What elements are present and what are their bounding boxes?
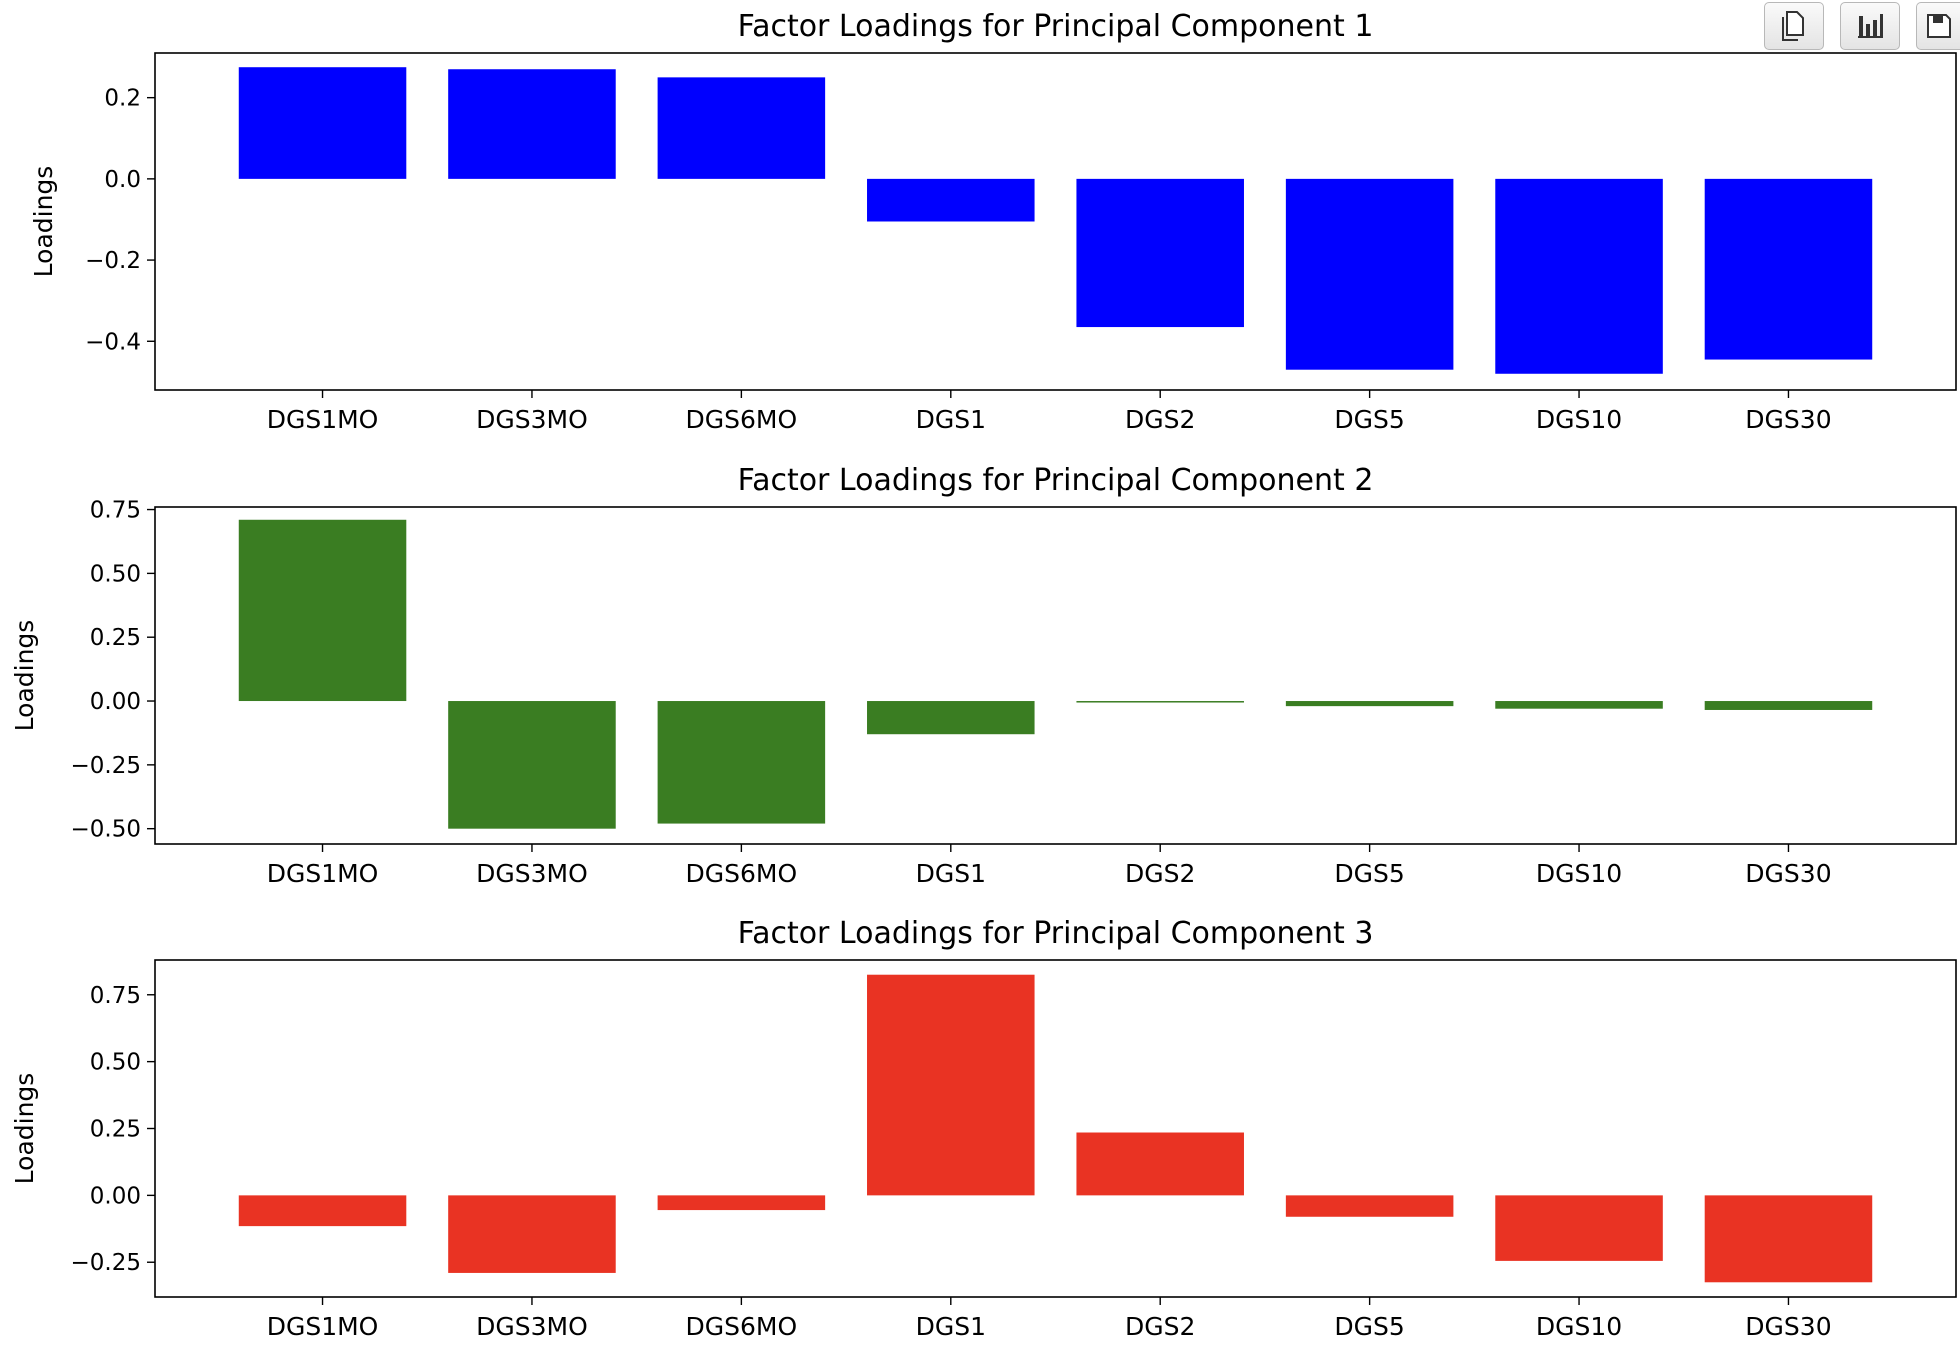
bar-pc1-dgs10: [1495, 178, 1663, 374]
bar-pc3-dgs1: [867, 974, 1035, 1196]
bar-pc3-dgs2: [1076, 1132, 1244, 1196]
bar-pc1-dgs30: [1704, 178, 1873, 360]
ylabel-pc1: Loadings: [29, 166, 58, 278]
ylabel-pc3: Loadings: [10, 1073, 39, 1185]
xtick-label-pc2-dgs1: DGS1: [916, 859, 986, 888]
bar-pc3-dgs10: [1495, 1195, 1663, 1261]
bar-pc2-dgs2: [1076, 701, 1244, 703]
bar-pc2-dgs5: [1285, 701, 1454, 707]
xtick-label-pc3-dgs30: DGS30: [1745, 1312, 1831, 1341]
ytick-label-pc1: 0.0: [104, 167, 141, 193]
xtick-label-pc3-dgs5: DGS5: [1334, 1312, 1404, 1341]
xtick-label-pc2-dgs10: DGS10: [1536, 859, 1622, 888]
ytick-label-pc3: 0.75: [90, 983, 141, 1009]
xtick-label-pc2-dgs30: DGS30: [1745, 859, 1831, 888]
save-icon: [1926, 14, 1951, 38]
xtick-label-pc2-dgs6mo: DGS6MO: [686, 859, 798, 888]
bar-pc2-dgs6mo: [657, 701, 826, 824]
xtick-label-pc3-dgs3mo: DGS3MO: [476, 1312, 588, 1341]
ytick-label-pc1: −0.4: [85, 329, 141, 355]
bar-pc3-dgs30: [1704, 1195, 1873, 1283]
xtick-label-pc2-dgs1mo: DGS1MO: [267, 859, 379, 888]
xtick-label-pc1-dgs6mo: DGS6MO: [686, 405, 798, 434]
ytick-label-pc3: 0.50: [90, 1050, 141, 1076]
bar-pc1-dgs2: [1076, 178, 1244, 328]
copy-button[interactable]: [1764, 2, 1824, 50]
bar-chart-button[interactable]: [1840, 2, 1900, 50]
xtick-label-pc2-dgs2: DGS2: [1125, 859, 1195, 888]
xtick-label-pc1-dgs10: DGS10: [1536, 405, 1622, 434]
ytick-label-pc1: −0.2: [85, 248, 141, 274]
bar-pc1-dgs6mo: [657, 77, 826, 179]
xtick-label-pc1-dgs2: DGS2: [1125, 405, 1195, 434]
ytick-label-pc2: 0.50: [90, 561, 141, 587]
chart-title-pc3: Factor Loadings for Principal Component …: [738, 916, 1374, 951]
bar-pc2-dgs1mo: [238, 519, 407, 702]
copy-icon: [1782, 11, 1804, 41]
bar-pc2-dgs3mo: [448, 701, 616, 829]
xtick-label-pc1-dgs5: DGS5: [1334, 405, 1404, 434]
ytick-label-pc2: 0.25: [90, 625, 141, 651]
xtick-label-pc3-dgs1: DGS1: [916, 1312, 986, 1341]
bar-pc3-dgs6mo: [657, 1195, 826, 1211]
bar-chart-icon: [1858, 14, 1883, 38]
axes-frame-pc3: [154, 959, 1957, 1298]
ytick-label-pc2: −0.50: [71, 817, 141, 843]
ytick-label-pc3: 0.25: [90, 1117, 141, 1143]
xtick-label-pc1-dgs3mo: DGS3MO: [476, 405, 588, 434]
ytick-label-pc3: −0.25: [71, 1250, 141, 1276]
bar-pc1-dgs1: [867, 178, 1035, 222]
xtick-label-pc3-dgs1mo: DGS1MO: [267, 1312, 379, 1341]
ytick-label-pc2: 0.00: [90, 689, 141, 715]
axes-frame-pc1: [154, 52, 1957, 391]
xtick-label-pc1-dgs1mo: DGS1MO: [267, 405, 379, 434]
bar-pc3-dgs3mo: [448, 1195, 616, 1273]
bar-pc3-dgs1mo: [238, 1195, 407, 1227]
ytick-label-pc2: −0.25: [71, 753, 141, 779]
bar-pc2-dgs30: [1704, 701, 1873, 710]
bar-pc3-dgs5: [1285, 1195, 1454, 1217]
xtick-label-pc3-dgs10: DGS10: [1536, 1312, 1622, 1341]
xtick-label-pc1-dgs30: DGS30: [1745, 405, 1831, 434]
xtick-label-pc3-dgs6mo: DGS6MO: [686, 1312, 798, 1341]
xtick-label-pc1-dgs1: DGS1: [916, 405, 986, 434]
xtick-label-pc2-dgs3mo: DGS3MO: [476, 859, 588, 888]
bar-pc2-dgs10: [1495, 701, 1663, 709]
xtick-label-pc3-dgs2: DGS2: [1125, 1312, 1195, 1341]
axes-frame-pc2: [154, 506, 1957, 845]
bar-pc1-dgs1mo: [238, 67, 407, 179]
bar-pc1-dgs3mo: [448, 69, 616, 179]
xtick-label-pc2-dgs5: DGS5: [1334, 859, 1404, 888]
ytick-label-pc3: 0.00: [90, 1183, 141, 1209]
ylabel-pc2: Loadings: [10, 620, 39, 732]
bar-pc2-dgs1: [867, 701, 1035, 735]
chart-title-pc2: Factor Loadings for Principal Component …: [738, 463, 1374, 498]
figure-toolbar: [1764, 2, 1960, 50]
chart-title-pc1: Factor Loadings for Principal Component …: [738, 9, 1374, 44]
bar-pc1-dgs5: [1285, 178, 1454, 370]
ytick-label-pc2: 0.75: [90, 498, 141, 524]
ytick-label-pc1: 0.2: [104, 86, 141, 112]
save-button[interactable]: [1916, 2, 1960, 50]
